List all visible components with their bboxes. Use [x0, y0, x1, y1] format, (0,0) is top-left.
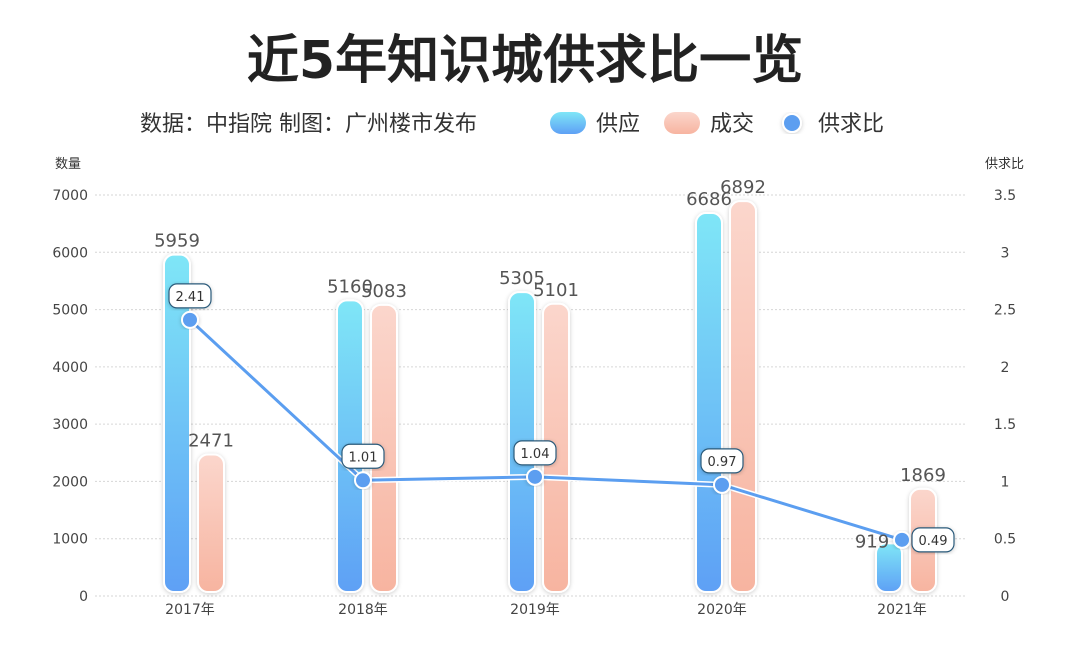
legend-swatch-deal: [664, 112, 700, 134]
y2-axis-label: 供求比: [985, 157, 1024, 172]
data-label-supply: 5959: [154, 231, 200, 252]
chart-title: 近5年知识城供求比一览: [247, 31, 803, 91]
y2-tick-label: 1: [1001, 474, 1010, 490]
ratio-point: [181, 310, 199, 329]
data-label-supply: 6686: [686, 189, 732, 210]
data-label-deal: 5101: [533, 280, 579, 301]
bar-deal: [197, 453, 225, 593]
legend-label-supply: 供应: [596, 112, 640, 137]
data-label-ratio: 0.49: [919, 534, 948, 549]
y2-tick-label: 1.5: [994, 417, 1016, 433]
ratio-label-box: [911, 527, 955, 553]
y-tick-label: 6000: [52, 245, 88, 261]
y-tick-label: 4000: [52, 360, 88, 376]
chart-subtitle: 数据：中指院 制图：广州楼市发布: [140, 112, 477, 137]
data-label-ratio: 0.97: [708, 455, 737, 470]
x-tick-label: 2019年: [510, 602, 560, 618]
ratio-point: [354, 471, 372, 490]
y-tick-label: 3000: [52, 417, 88, 433]
legend: 供应 成交 供求比: [550, 112, 884, 137]
bar-deal: [729, 200, 757, 593]
data-label-supply: 5160: [327, 276, 373, 297]
x-tick-label: 2018年: [338, 602, 388, 618]
y2-tick-label: 3: [1001, 245, 1010, 261]
y2-tick-label: 2.5: [994, 303, 1016, 319]
y-tick-label: 2000: [52, 474, 88, 490]
ratio-label-box: [168, 283, 212, 309]
ratio-label-box: [513, 440, 557, 466]
y-axis-label: 数量: [55, 157, 81, 172]
bar-supply: [695, 211, 723, 594]
data-label-supply: 919: [855, 531, 889, 552]
data-label-deal: 6892: [720, 177, 766, 198]
x-tick-label: 2017年: [165, 602, 215, 618]
y2-tick-label: 2: [1001, 360, 1010, 376]
y-tick-label: 1000: [52, 532, 88, 548]
data-label-deal: 5083: [361, 281, 407, 302]
bar-supply: [875, 542, 903, 594]
y2-tick-label: 0: [1001, 589, 1010, 605]
ratio-point: [713, 475, 731, 494]
data-label-ratio: 2.41: [176, 290, 205, 305]
ratio-point: [526, 467, 544, 486]
ratio-label-box: [700, 448, 744, 474]
x-tick-label: 2021年: [877, 602, 927, 618]
data-label-ratio: 1.04: [521, 447, 550, 462]
y2-tick-label: 3.5: [994, 188, 1016, 204]
bar-supply: [163, 253, 191, 593]
y-tick-label: 5000: [52, 303, 88, 319]
ratio-label-box: [341, 443, 385, 469]
legend-label-deal: 成交: [710, 112, 754, 137]
data-label-supply: 5305: [499, 268, 545, 289]
y2-tick-label: 0.5: [994, 532, 1016, 548]
legend-swatch-supply: [550, 112, 586, 134]
legend-label-ratio: 供求比: [818, 112, 884, 137]
data-label-deal: 2471: [188, 430, 234, 451]
y-tick-label: 7000: [52, 188, 88, 204]
legend-swatch-ratio: [782, 113, 802, 133]
x-tick-label: 2020年: [697, 602, 747, 618]
ratio-point: [893, 530, 911, 549]
y-tick-label: 0: [79, 589, 88, 605]
data-label-deal: 1869: [900, 465, 946, 486]
data-label-ratio: 1.01: [349, 450, 378, 465]
